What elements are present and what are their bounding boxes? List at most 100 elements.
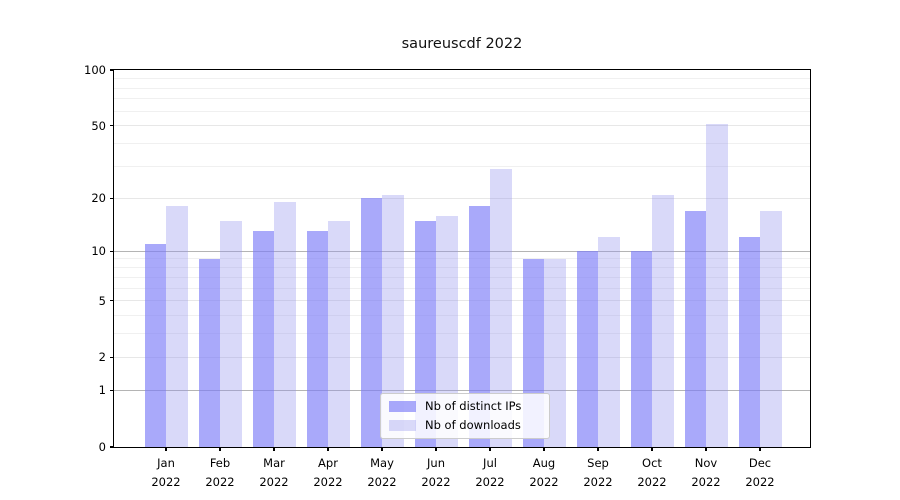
y-tick-label: 100 bbox=[84, 63, 106, 77]
y-tick-mark bbox=[110, 356, 114, 358]
year-label: 2022 bbox=[367, 475, 397, 489]
year-label: 2022 bbox=[637, 475, 667, 489]
bar-nb-of-downloads-may bbox=[382, 194, 404, 447]
month-label: Sep bbox=[587, 456, 609, 470]
y-tick-mark bbox=[110, 300, 114, 302]
x-tick-label: Nov 2022 bbox=[676, 454, 736, 492]
y-tick-label: 2 bbox=[98, 350, 106, 365]
year-label: 2022 bbox=[475, 475, 505, 489]
year-label: 2022 bbox=[745, 475, 775, 489]
legend-label-downloads: Nb of downloads bbox=[425, 418, 521, 432]
x-tick-label: Mar 2022 bbox=[244, 454, 304, 492]
x-tick-mark bbox=[489, 447, 491, 451]
legend-swatch-distinct-ips-icon bbox=[389, 401, 416, 412]
gridline-minor bbox=[114, 98, 810, 100]
bar-nb-of-distinct-ips-sep bbox=[576, 251, 598, 447]
bar-nb-of-distinct-ips-may bbox=[360, 198, 382, 447]
x-tick-mark bbox=[273, 447, 275, 451]
gridline bbox=[114, 250, 810, 252]
x-tick-mark bbox=[435, 447, 437, 451]
x-tick-mark bbox=[597, 447, 599, 451]
gridline-minor bbox=[114, 287, 810, 289]
x-tick-label: Oct 2022 bbox=[622, 454, 682, 492]
gridline-minor bbox=[114, 143, 810, 145]
month-label: Jan bbox=[157, 456, 175, 470]
y-tick-label: 10 bbox=[91, 244, 106, 259]
month-label: Mar bbox=[263, 456, 285, 470]
gridline-minor bbox=[114, 110, 810, 112]
y-tick-label: 5 bbox=[98, 293, 106, 308]
month-label: Dec bbox=[748, 456, 772, 470]
x-tick-mark bbox=[759, 447, 761, 451]
year-label: 2022 bbox=[691, 475, 721, 489]
x-tick-mark bbox=[327, 447, 329, 451]
plot-area: 0 1 2 5 10 20 50 100 Jan 2022 Feb 2022 Mar 2022 Apr 202… bbox=[84, 64, 811, 489]
bar-nb-of-distinct-ips-dec bbox=[738, 237, 760, 447]
x-tick-label: Jul 2022 bbox=[460, 454, 520, 492]
gridline bbox=[114, 197, 810, 199]
x-tick-label: Apr 2022 bbox=[298, 454, 358, 492]
bar-nb-of-distinct-ips-oct bbox=[630, 251, 652, 447]
y-tick-mark bbox=[110, 250, 114, 252]
y-tick-label: 0 bbox=[98, 440, 106, 454]
gridline-minor bbox=[114, 78, 810, 80]
bar-nb-of-distinct-ips-jul bbox=[468, 206, 490, 447]
year-label: 2022 bbox=[313, 475, 343, 489]
year-label: 2022 bbox=[421, 475, 451, 489]
gridline-minor bbox=[114, 87, 810, 89]
x-tick-mark bbox=[219, 447, 221, 451]
bar-nb-of-downloads-dec bbox=[760, 210, 782, 447]
bar-nb-of-downloads-jan bbox=[166, 206, 188, 447]
y-tick-mark bbox=[110, 69, 114, 71]
x-tick-label: Dec 2022 bbox=[730, 454, 790, 492]
gridline-minor bbox=[114, 267, 810, 268]
x-tick-label: May 2022 bbox=[352, 454, 412, 492]
bar-nb-of-downloads-oct bbox=[652, 194, 674, 447]
month-label: Jun bbox=[427, 456, 445, 470]
year-label: 2022 bbox=[583, 475, 613, 489]
bar-nb-of-distinct-ips-jan bbox=[144, 244, 166, 447]
bar-nb-of-downloads-sep bbox=[598, 237, 620, 447]
bar-nb-of-distinct-ips-apr bbox=[306, 231, 328, 447]
year-label: 2022 bbox=[205, 475, 235, 489]
month-label: Oct bbox=[642, 456, 662, 470]
gridline bbox=[114, 389, 810, 391]
year-label: 2022 bbox=[529, 475, 559, 489]
gridline bbox=[114, 125, 810, 127]
year-label: 2022 bbox=[151, 475, 181, 489]
y-tick-label: 1 bbox=[98, 383, 106, 398]
x-tick-mark bbox=[165, 447, 167, 451]
bar-nb-of-downloads-apr bbox=[328, 220, 350, 447]
y-tick-mark bbox=[110, 389, 114, 391]
y-tick-label: 50 bbox=[91, 118, 106, 133]
bar-nb-of-downloads-jul bbox=[490, 169, 512, 447]
x-tick-label: Jan 2022 bbox=[136, 454, 196, 492]
legend: Nb of distinct IPs Nb of downloads bbox=[380, 393, 550, 439]
x-tick-label: Sep 2022 bbox=[568, 454, 628, 492]
gridline-minor bbox=[114, 276, 810, 278]
x-tick-label: Jun 2022 bbox=[406, 454, 466, 492]
bar-nb-of-downloads-mar bbox=[274, 202, 296, 447]
y-tick-label: 20 bbox=[91, 191, 106, 206]
month-label: May bbox=[370, 456, 394, 470]
bar-nb-of-distinct-ips-mar bbox=[252, 231, 274, 447]
bar-nb-of-distinct-ips-nov bbox=[684, 210, 706, 447]
y-tick-mark bbox=[110, 125, 114, 127]
chart-title: saureuscdf 2022 bbox=[401, 36, 523, 52]
x-tick-mark bbox=[651, 447, 653, 451]
x-tick-mark bbox=[543, 447, 545, 451]
y-tick-mark bbox=[110, 197, 114, 199]
month-label: Jul bbox=[483, 456, 497, 470]
month-label: Aug bbox=[532, 456, 556, 470]
gridline-minor bbox=[114, 258, 810, 260]
x-tick-mark bbox=[381, 447, 383, 451]
gridline bbox=[114, 356, 810, 358]
y-tick-mark bbox=[110, 446, 114, 448]
month-label: Apr bbox=[318, 456, 338, 470]
gridline-minor bbox=[114, 315, 810, 317]
bar-nb-of-downloads-feb bbox=[220, 220, 242, 447]
legend-label-distinct-ips: Nb of distinct IPs bbox=[425, 399, 522, 413]
bar-nb-of-downloads-jun bbox=[436, 215, 458, 447]
gridline-minor bbox=[114, 333, 810, 335]
bar-nb-of-distinct-ips-jun bbox=[414, 220, 436, 447]
